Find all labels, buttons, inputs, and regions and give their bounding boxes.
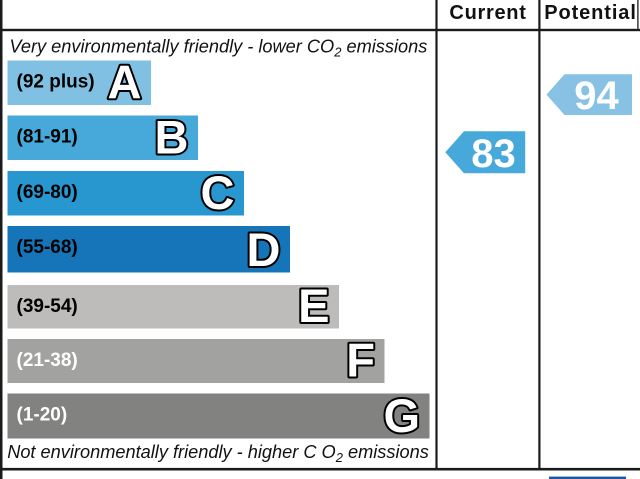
svg-text:Current: Current — [449, 2, 526, 24]
svg-text:D: D — [247, 223, 281, 276]
svg-text:(39-54): (39-54) — [17, 296, 78, 317]
svg-text:Very environmentally friendly: Very environmentally friendly - lower CO… — [9, 37, 427, 60]
svg-text:(92 plus): (92 plus) — [17, 72, 95, 93]
svg-text:(55-68): (55-68) — [17, 237, 78, 258]
svg-text:83: 83 — [471, 132, 516, 176]
svg-text:(81-91): (81-91) — [17, 127, 78, 148]
svg-text:A: A — [108, 56, 142, 109]
svg-text:(1-20): (1-20) — [17, 405, 68, 426]
svg-text:Potential: Potential — [544, 2, 637, 24]
svg-text:C: C — [201, 166, 235, 219]
svg-text:E: E — [298, 279, 329, 332]
svg-text:Not environmentally friendly -: Not environmentally friendly - higher C … — [7, 442, 429, 465]
svg-text:(21-38): (21-38) — [17, 350, 78, 371]
svg-text:G: G — [383, 389, 420, 442]
svg-text:(69-80): (69-80) — [17, 182, 78, 203]
svg-text:F: F — [346, 334, 375, 387]
svg-text:B: B — [155, 111, 189, 164]
svg-text:94: 94 — [574, 74, 619, 118]
